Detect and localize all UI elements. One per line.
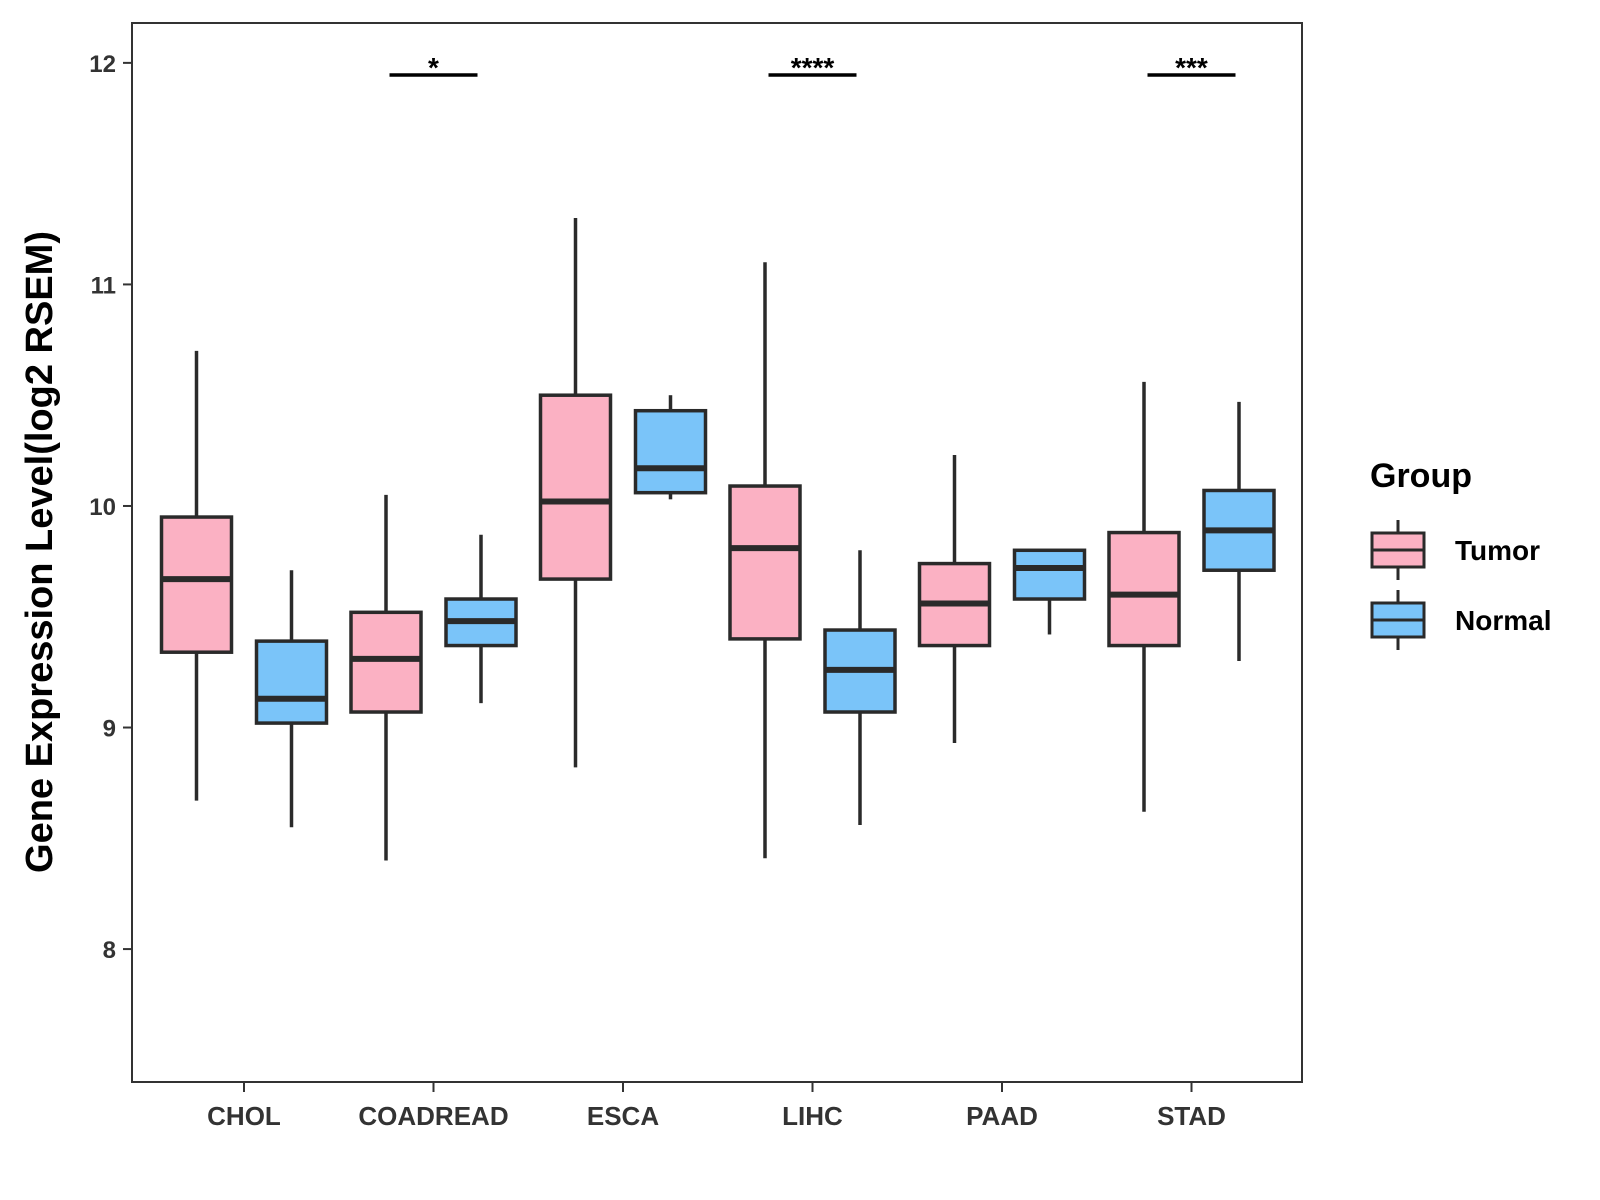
y-tick-label: 11 — [91, 272, 116, 299]
y-tick-label: 10 — [89, 494, 116, 521]
y-axis-label: Gene Expression Level(log2 RSEM) — [19, 231, 61, 873]
iqr-box — [159, 515, 234, 654]
box-tumor-stad — [1107, 381, 1181, 812]
box-normal-paad — [1012, 548, 1087, 635]
x-tick-label: CHOL — [207, 1101, 281, 1131]
box-tumor-chol — [159, 350, 234, 801]
box-tumor-lihc — [728, 262, 802, 859]
box-normal-lihc — [823, 550, 897, 826]
significance-label: * — [428, 52, 439, 83]
iqr-box — [254, 639, 329, 725]
box-normal-stad — [1202, 401, 1276, 662]
significance-lihc: **** — [768, 52, 857, 83]
significance-stad: *** — [1147, 52, 1236, 83]
plot-content: * **** *** — [159, 52, 1276, 861]
x-tick-label: LIHC — [782, 1101, 843, 1131]
iqr-box — [538, 393, 613, 581]
significance-label: *** — [1175, 52, 1208, 83]
y-tick-label: 12 — [89, 51, 116, 78]
legend-label: Normal — [1455, 605, 1551, 636]
y-axis: 8 9 10 11 12 — [89, 51, 132, 964]
box-tumor-esca — [538, 217, 613, 768]
iqr-box — [1012, 548, 1087, 601]
x-axis: CHOL COADREAD ESCA LIHC PAAD STAD — [207, 1082, 1226, 1131]
box-normal-esca — [633, 395, 708, 500]
iqr-box — [728, 484, 802, 641]
legend-item-tumor: Tumor — [1370, 520, 1540, 580]
iqr-box — [349, 610, 423, 714]
significance-coadread: * — [389, 52, 478, 83]
significance-label: **** — [791, 52, 835, 83]
y-tick-label: 8 — [103, 937, 116, 964]
legend-label: Tumor — [1455, 535, 1540, 566]
x-tick-label: ESCA — [587, 1101, 659, 1131]
x-tick-label: PAAD — [966, 1101, 1038, 1131]
x-tick-label: COADREAD — [358, 1101, 508, 1131]
box-normal-coadread — [444, 534, 518, 704]
box-normal-chol — [254, 570, 329, 828]
iqr-box — [633, 408, 708, 495]
legend: Group Tumor Normal — [1370, 457, 1551, 650]
legend-title: Group — [1370, 457, 1472, 495]
y-tick-label: 9 — [103, 716, 116, 743]
x-tick-label: STAD — [1157, 1101, 1226, 1131]
box-tumor-paad — [917, 455, 992, 744]
box-tumor-coadread — [349, 494, 423, 861]
plot-panel-border — [131, 22, 1303, 1083]
iqr-box — [1107, 530, 1181, 648]
legend-item-normal: Normal — [1370, 590, 1551, 650]
